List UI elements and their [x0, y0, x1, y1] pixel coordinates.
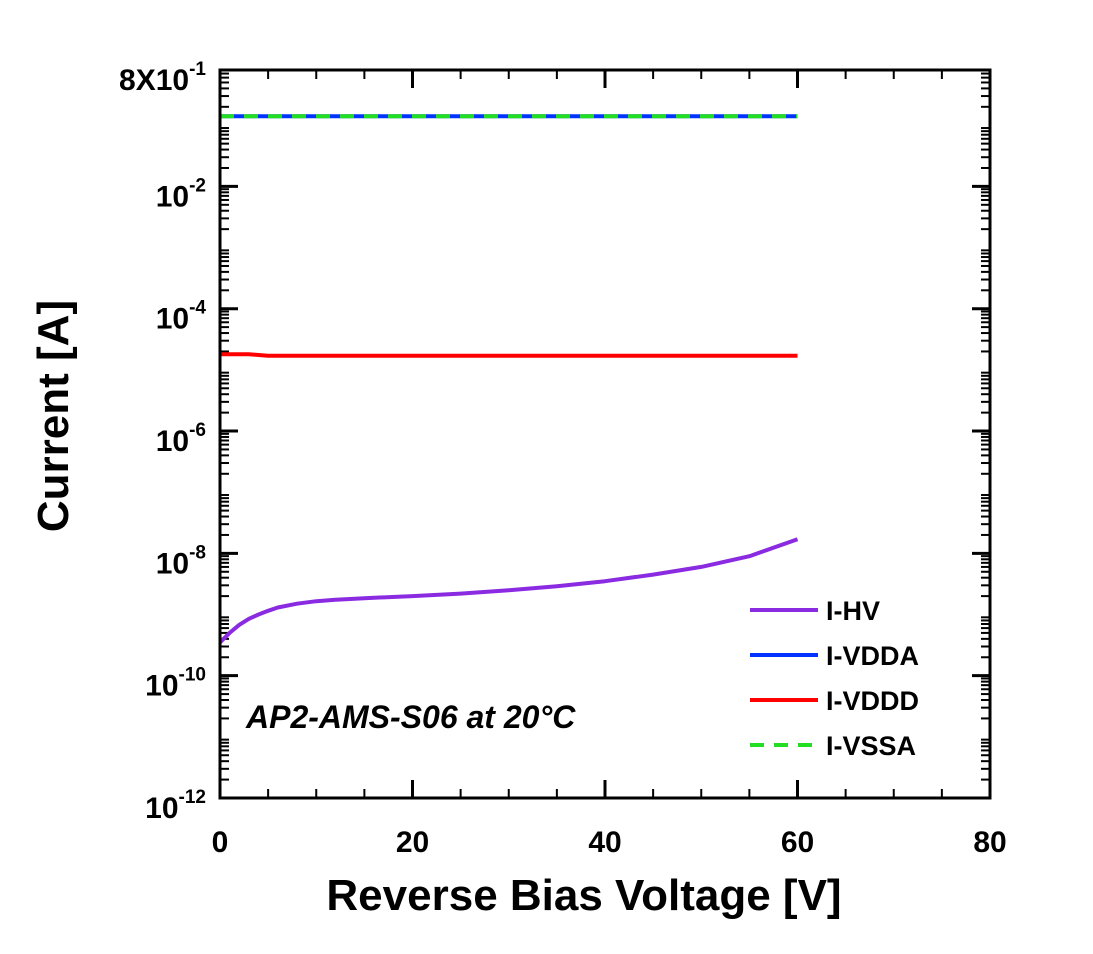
y-tick-label: 10-12 — [145, 787, 206, 825]
x-axis-title: Reverse Bias Voltage [V] — [326, 871, 841, 920]
x-tick-label: 80 — [973, 826, 1006, 859]
legend-label: I-VDDD — [826, 686, 919, 716]
chart-annotation: AP2-AMS-S06 at 20°C — [245, 699, 576, 735]
plot-background — [220, 70, 990, 798]
legend-label: I-VSSA — [826, 731, 916, 761]
legend-label: I-VDDA — [826, 641, 919, 671]
x-tick-label: 40 — [588, 826, 621, 859]
series-lines — [218, 114, 799, 644]
x-tick-labels: 0 20 40 60 80 — [212, 826, 1007, 859]
x-tick-label: 0 — [212, 826, 229, 859]
y-tick-label: 10-2 — [156, 175, 206, 213]
series-line-i-vddd — [220, 352, 798, 358]
y-tick-label: 10-10 — [145, 665, 206, 703]
y-tick-label: 10-4 — [156, 298, 207, 336]
x-tick-label: 20 — [396, 826, 429, 859]
legend: I-HV I-VDDA I-VDDD I-VSSA — [750, 596, 919, 761]
x-tick-label: 60 — [781, 826, 814, 859]
y-tick-labels: 10-12 10-10 10-8 10-6 10-4 10-2 8X10-1 — [119, 59, 206, 825]
y-tick-label: 8X10-1 — [119, 59, 206, 97]
y-axis-title: Current [A] — [29, 300, 78, 532]
plot-frame — [218, 68, 992, 800]
y-tick-label: 10-6 — [156, 420, 206, 458]
series-line-i-hv — [218, 537, 799, 644]
y-tick-label: 10-8 — [156, 542, 206, 580]
legend-label: I-HV — [826, 596, 880, 626]
